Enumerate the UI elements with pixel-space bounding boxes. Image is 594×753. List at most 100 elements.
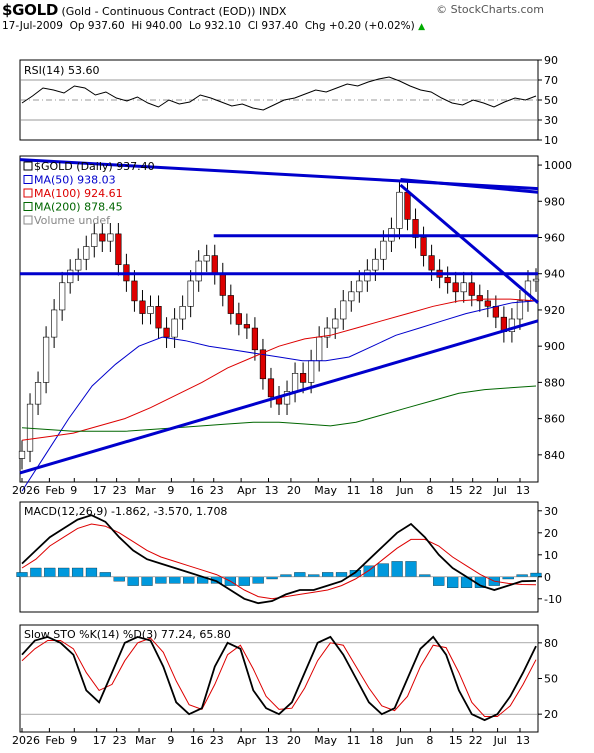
rsi-y-tick-label: 90 <box>544 54 558 67</box>
price-panel: 840 860 880 900 920 940 960 980 1000 $GOLD (Daily… <box>18 155 572 492</box>
price-candle-body <box>299 373 307 383</box>
price-candle-body <box>195 260 202 282</box>
macd-y-tick-label: 20 <box>544 527 558 540</box>
price-candle-body <box>356 280 363 293</box>
price-candle-body <box>227 295 234 314</box>
price-y-tick-label: 900 <box>544 340 565 353</box>
x-tick-label: Jul <box>493 734 507 747</box>
price-candle-body <box>163 327 170 338</box>
price-candle-body <box>380 240 387 260</box>
x-tick-label: Feb <box>45 734 64 747</box>
trendline <box>19 319 539 475</box>
price-candle-body <box>396 191 403 229</box>
x-tick-label: 22 <box>469 734 483 747</box>
x-tick-label: 2026 <box>12 484 40 497</box>
price-candle-body <box>259 349 267 380</box>
price-candle-body <box>460 282 467 293</box>
macd-histogram-bar <box>377 563 389 577</box>
price-candle-body <box>18 450 26 459</box>
macd-histogram-bar <box>85 567 98 577</box>
open-label: Op <box>69 20 85 32</box>
sto-y-tick-label: 50 <box>544 673 558 686</box>
x-tick-label: May <box>314 484 337 497</box>
price-candle-body <box>420 237 427 256</box>
price-candle-body <box>404 191 411 220</box>
x-tick-label: 2026 <box>12 734 40 747</box>
sto-frame <box>19 624 539 733</box>
legend-entry: MA(50) 938.03 <box>34 174 116 187</box>
price-y-tick-label: 960 <box>544 232 565 245</box>
macd-histogram-bar <box>433 576 445 586</box>
x-axis-upper: 2026 Feb 9 17 23 Mar 9 16 23 Apr 13 20 May 11 18 Jun 8 15… <box>12 478 530 497</box>
price-candle-body <box>59 282 66 311</box>
price-candle-body <box>372 258 379 271</box>
x-tick-label: 9 <box>70 484 77 497</box>
change-label: Chg <box>304 20 326 32</box>
legend-swatch <box>23 175 33 184</box>
open-value: 937.60 <box>87 20 125 32</box>
price-candle-body <box>211 255 218 275</box>
price-candle-body <box>492 306 499 318</box>
price-candle-body <box>147 306 154 314</box>
price-candle-body <box>308 360 315 383</box>
x-tick-label: 20 <box>287 734 301 747</box>
price-candle-body <box>348 291 355 302</box>
x-tick-label: 16 <box>190 484 204 497</box>
instrument-name: (Gold - Continuous Contract (EOD)) <box>61 5 256 18</box>
x-tick-label: 23 <box>210 484 224 497</box>
macd-histogram-bar <box>335 572 348 577</box>
macd-line <box>21 514 537 605</box>
macd-histogram-bar <box>58 567 70 577</box>
close-value: 937.40 <box>261 20 299 32</box>
quote-line: 17-Jul-2009 Op 937.60 Hi 940.00 Lo 932.1… <box>2 20 425 32</box>
x-tick-label: Jun <box>395 734 413 747</box>
price-candle-body <box>243 324 250 329</box>
sto-y-tick-label: 80 <box>544 637 558 650</box>
x-tick-label: 23 <box>210 734 224 747</box>
x-tick-label: 18 <box>369 734 383 747</box>
macd-y-tick-label: 0 <box>544 571 551 584</box>
ma-line-0 <box>21 300 537 492</box>
quote-date: 17-Jul-2009 <box>2 20 63 32</box>
price-candle-body <box>115 233 122 265</box>
x-tick-label: 23 <box>113 734 127 747</box>
price-frame <box>19 155 539 483</box>
price-candle-body <box>340 300 347 320</box>
price-candle-body <box>235 313 242 325</box>
macd-histogram-bar <box>141 576 153 586</box>
brand-link[interactable]: © StockCharts.com <box>436 3 544 16</box>
legend-swatch <box>23 202 33 211</box>
rsi-panel: 10 30 50 70 90 RSI(14) 53.60 <box>19 54 558 147</box>
price-y-tick-label: 1000 <box>544 159 572 172</box>
price-candle-body <box>476 295 483 302</box>
trendline <box>400 178 539 194</box>
x-tick-label: 8 <box>426 734 433 747</box>
macd-histogram-bar <box>447 576 459 588</box>
x-tick-label: 16 <box>190 734 204 747</box>
price-candle-body <box>171 318 178 338</box>
x-tick-label: Apr <box>237 484 257 497</box>
macd-histogram-bar <box>169 576 181 584</box>
x-tick-label: 17 <box>93 734 107 747</box>
x-tick-label: 13 <box>265 484 279 497</box>
x-tick-label: 9 <box>70 734 77 747</box>
legend-swatch <box>23 188 33 198</box>
ma-line-1 <box>21 298 537 441</box>
price-candle-body <box>187 280 194 307</box>
macd-histogram-bar <box>44 567 56 577</box>
rsi-y-tick-label: 10 <box>544 134 558 147</box>
sto-y-tick-label: 20 <box>544 708 558 721</box>
price-candle-body <box>452 282 459 293</box>
macd-histogram-bar <box>16 572 28 577</box>
price-candle-body <box>484 300 491 307</box>
price-y-tick-label: 920 <box>544 304 565 317</box>
rsi-y-tick-label: 50 <box>544 94 558 107</box>
price-candle-body <box>412 219 419 238</box>
price-candle-body <box>251 327 259 351</box>
x-tick-label: Mar <box>135 484 156 497</box>
x-axis-lower: 2026 Feb 9 17 23 Mar 9 16 23 Apr 13 20 May 11 18 Jun 8 15… <box>12 728 530 747</box>
price-y-tick-label: 860 <box>544 413 565 426</box>
macd-histogram-bar <box>155 576 167 584</box>
close-label: Cl <box>247 20 259 32</box>
